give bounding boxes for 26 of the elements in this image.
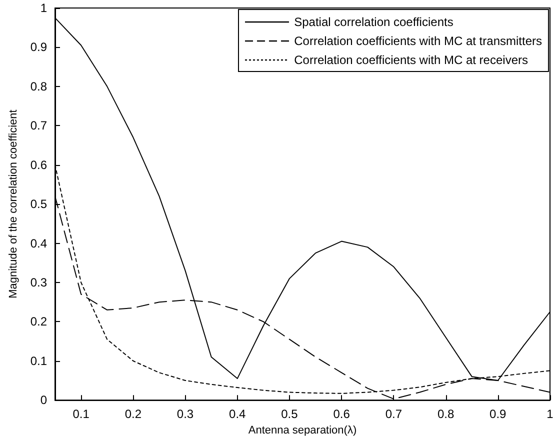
y-tick-label: 0 [40,393,48,408]
y-tick-label: 0.4 [30,236,48,250]
x-tick-label: 1 [546,407,554,422]
y-tick-label: 0.9 [30,40,48,54]
y-tick-label: 0.5 [30,197,48,212]
x-tick-label: 0.4 [229,407,246,422]
legend-label: Correlation coefficients with MC at receivers [294,52,528,66]
x-tick-label: 0.6 [333,407,350,422]
x-tick-label: 0.5 [281,407,298,422]
x-tick-label: 0.9 [490,407,507,422]
y-tick-label: 0.7 [30,118,48,133]
x-axis-title: Antenna separation(λ) [248,424,357,436]
y-tick-label: 0.1 [30,354,48,368]
legend-label: Correlation coefficients with MC at transmitters [294,34,542,48]
x-tick-label: 0.7 [385,407,402,422]
y-tick-label: 0.3 [30,275,48,290]
y-tick-label: 0.6 [30,158,48,172]
y-tick-label: 0.8 [30,79,48,94]
y-tick-label: 0.2 [30,314,48,329]
y-tick-label: 1 [40,1,48,15]
x-tick-label: 0.1 [72,407,90,422]
y-axis-title: Magnitude of the correlation coefficient [8,110,20,298]
x-tick-label: 0.2 [124,407,142,422]
legend-label: Spatial correlation coefficients [294,14,454,28]
x-tick-label: 0.3 [176,407,194,422]
x-tick-label: 0.8 [437,407,454,422]
